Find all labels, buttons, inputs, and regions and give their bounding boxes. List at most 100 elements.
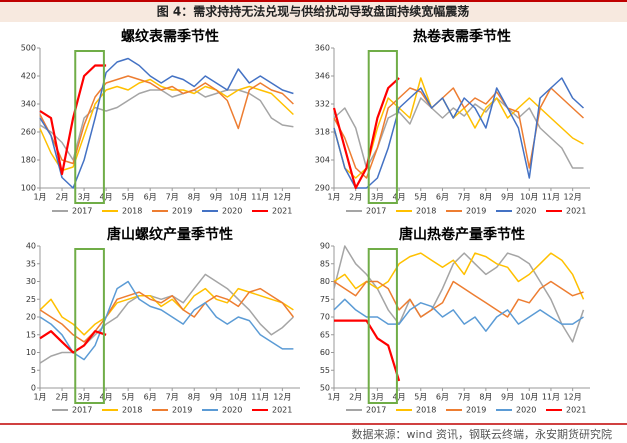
legend-label: 2021 <box>272 207 292 216</box>
legend-label: 2017 <box>366 406 386 415</box>
legend-label: 2020 <box>222 406 242 415</box>
x-tick-label: 6月 <box>144 393 157 402</box>
x-tick-label: 3月 <box>78 193 91 202</box>
x-tick-label: 10月 <box>229 393 247 402</box>
y-tick-label: 65 <box>320 330 330 339</box>
source-note: 数据来源：wind 资讯，钢联云终端，永安期货研究院 <box>351 427 612 441</box>
series-line <box>333 77 584 179</box>
legend-label: 2018 <box>122 406 142 415</box>
series-line <box>334 319 401 382</box>
legend-label: 2019 <box>172 406 192 415</box>
highlight-box <box>367 248 398 404</box>
x-tick-label: 8月 <box>188 193 201 202</box>
x-tick-label: 2月 <box>55 393 68 402</box>
y-tick-label: 85 <box>320 259 330 268</box>
y-tick-label: 75 <box>320 295 330 304</box>
series-line <box>333 77 585 189</box>
legend-label: 2020 <box>222 207 242 216</box>
x-tick-label: 11月 <box>251 193 269 202</box>
x-tick-label: 1月 <box>327 193 340 202</box>
series-line <box>333 245 585 343</box>
legend-label: 2017 <box>366 207 386 216</box>
series-line <box>39 287 294 336</box>
x-tick-label: 1月 <box>327 393 340 402</box>
x-tick-label: 10月 <box>229 193 247 202</box>
y-tick-label: 260 <box>21 128 36 137</box>
x-tick-label: 3月 <box>78 393 91 402</box>
legend-label: 2020 <box>516 406 536 415</box>
y-tick-label: 340 <box>21 100 36 109</box>
legend-label: 2019 <box>172 207 192 216</box>
legend-label: 2018 <box>416 406 436 415</box>
y-tick-label: 25 <box>26 295 36 304</box>
highlight-box <box>74 50 105 204</box>
y-tick-label: 10 <box>26 348 36 357</box>
figure-title: 图 4：需求持持无法兑现与供给扰动导致盘面持续宽幅震荡 <box>157 4 470 19</box>
x-tick-label: 9月 <box>210 393 223 402</box>
series-line <box>39 75 294 165</box>
legend-label: 2019 <box>466 207 486 216</box>
x-tick-label: 7月 <box>458 393 471 402</box>
series-line <box>39 64 107 176</box>
legend-label: 2018 <box>122 207 142 216</box>
series-line <box>39 89 294 161</box>
x-tick-label: 3月 <box>371 193 384 202</box>
chart-title: 螺纹表需季节性 <box>121 28 219 45</box>
x-tick-label: 1月 <box>33 193 46 202</box>
series-line <box>39 330 107 354</box>
x-tick-label: 7月 <box>166 193 179 202</box>
x-tick-label: 2月 <box>349 193 362 202</box>
y-tick-label: 360 <box>315 44 330 53</box>
y-tick-label: 346 <box>315 72 330 81</box>
x-tick-label: 4月 <box>393 193 406 202</box>
x-tick-label: 8月 <box>188 393 201 402</box>
legend-label: 2021 <box>272 406 292 415</box>
series-line <box>39 280 294 361</box>
x-tick-label: 5月 <box>122 393 135 402</box>
legend-label: 2019 <box>466 406 486 415</box>
x-tick-label: 11月 <box>251 393 269 402</box>
y-tick-label: 100 <box>21 184 36 193</box>
chart-title: 热卷表需季节性 <box>413 28 511 45</box>
series-line <box>332 77 400 190</box>
x-tick-label: 8月 <box>479 393 492 402</box>
x-tick-label: 4月 <box>393 393 406 402</box>
series-line <box>39 57 294 189</box>
x-tick-label: 4月 <box>100 393 113 402</box>
y-tick-label: 30 <box>26 277 36 286</box>
x-tick-label: 5月 <box>122 193 135 202</box>
x-tick-label: 9月 <box>501 193 514 202</box>
y-tick-label: 332 <box>315 100 330 109</box>
x-tick-label: 6月 <box>436 193 449 202</box>
y-tick-label: 60 <box>320 348 330 357</box>
x-tick-label: 11月 <box>542 393 560 402</box>
x-tick-label: 10月 <box>520 193 538 202</box>
x-tick-label: 10月 <box>520 393 538 402</box>
y-tick-label: 500 <box>21 44 36 53</box>
legend-label: 2018 <box>416 207 436 216</box>
y-tick-label: 20 <box>26 313 36 322</box>
y-tick-label: 304 <box>315 156 330 165</box>
y-tick-label: 15 <box>26 330 36 339</box>
x-tick-label: 12月 <box>273 193 291 202</box>
x-tick-label: 7月 <box>166 393 179 402</box>
y-tick-label: 55 <box>320 366 330 375</box>
y-tick-label: 35 <box>26 259 36 268</box>
y-tick-label: 50 <box>320 384 330 393</box>
y-tick-label: 420 <box>21 72 36 81</box>
title-bar <box>0 0 627 22</box>
y-tick-label: 0 <box>31 384 36 393</box>
x-tick-label: 12月 <box>564 193 582 202</box>
chart-title: 唐山螺纹产量季节性 <box>107 226 233 243</box>
y-tick-label: 40 <box>26 242 36 251</box>
x-tick-label: 12月 <box>273 393 291 402</box>
x-tick-label: 5月 <box>414 393 427 402</box>
highlight-box <box>74 248 105 404</box>
legend-label: 2021 <box>566 207 586 216</box>
series-line <box>333 252 585 300</box>
legend-label: 2017 <box>72 207 92 216</box>
y-tick-label: 90 <box>320 242 330 251</box>
x-tick-label: 3月 <box>371 393 384 402</box>
